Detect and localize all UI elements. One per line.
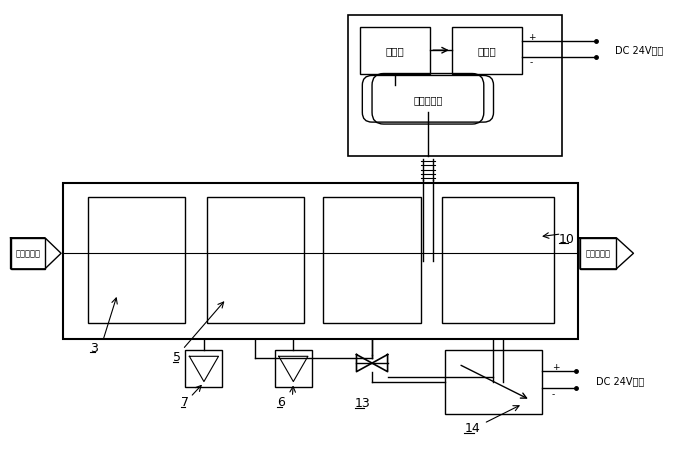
Bar [580, 238, 616, 269]
Bar [11, 238, 45, 269]
Text: -: - [552, 389, 555, 398]
Text: 10: 10 [559, 232, 575, 246]
Text: 14: 14 [464, 421, 480, 435]
Text: 5: 5 [173, 351, 181, 364]
Bar [207, 197, 304, 324]
Bar [275, 351, 312, 387]
Text: 7: 7 [180, 395, 188, 408]
Bar [88, 197, 186, 324]
Text: 6: 6 [277, 395, 285, 408]
Bar [360, 28, 430, 74]
Text: DC 24V输入: DC 24V输入 [596, 375, 644, 385]
Text: 13: 13 [355, 396, 370, 409]
Bar [445, 351, 542, 414]
Text: 空压机: 空压机 [386, 46, 404, 56]
Bar [452, 28, 522, 74]
Text: +: + [528, 33, 535, 41]
Text: 柴油机排气: 柴油机排气 [15, 249, 40, 258]
Text: 3: 3 [90, 341, 98, 354]
Text: DC 24V输入: DC 24V输入 [615, 45, 663, 55]
Bar [324, 197, 421, 324]
Bar [348, 16, 561, 157]
Text: +: + [552, 362, 559, 371]
Text: -: - [530, 58, 533, 67]
Bar [63, 184, 578, 339]
Bar [442, 197, 554, 324]
Text: 空压机气罐: 空压机气罐 [413, 95, 443, 105]
Text: 柴油机排气: 柴油机排气 [586, 249, 610, 258]
Text: 逆变器: 逆变器 [477, 46, 496, 56]
Bar [186, 351, 222, 387]
